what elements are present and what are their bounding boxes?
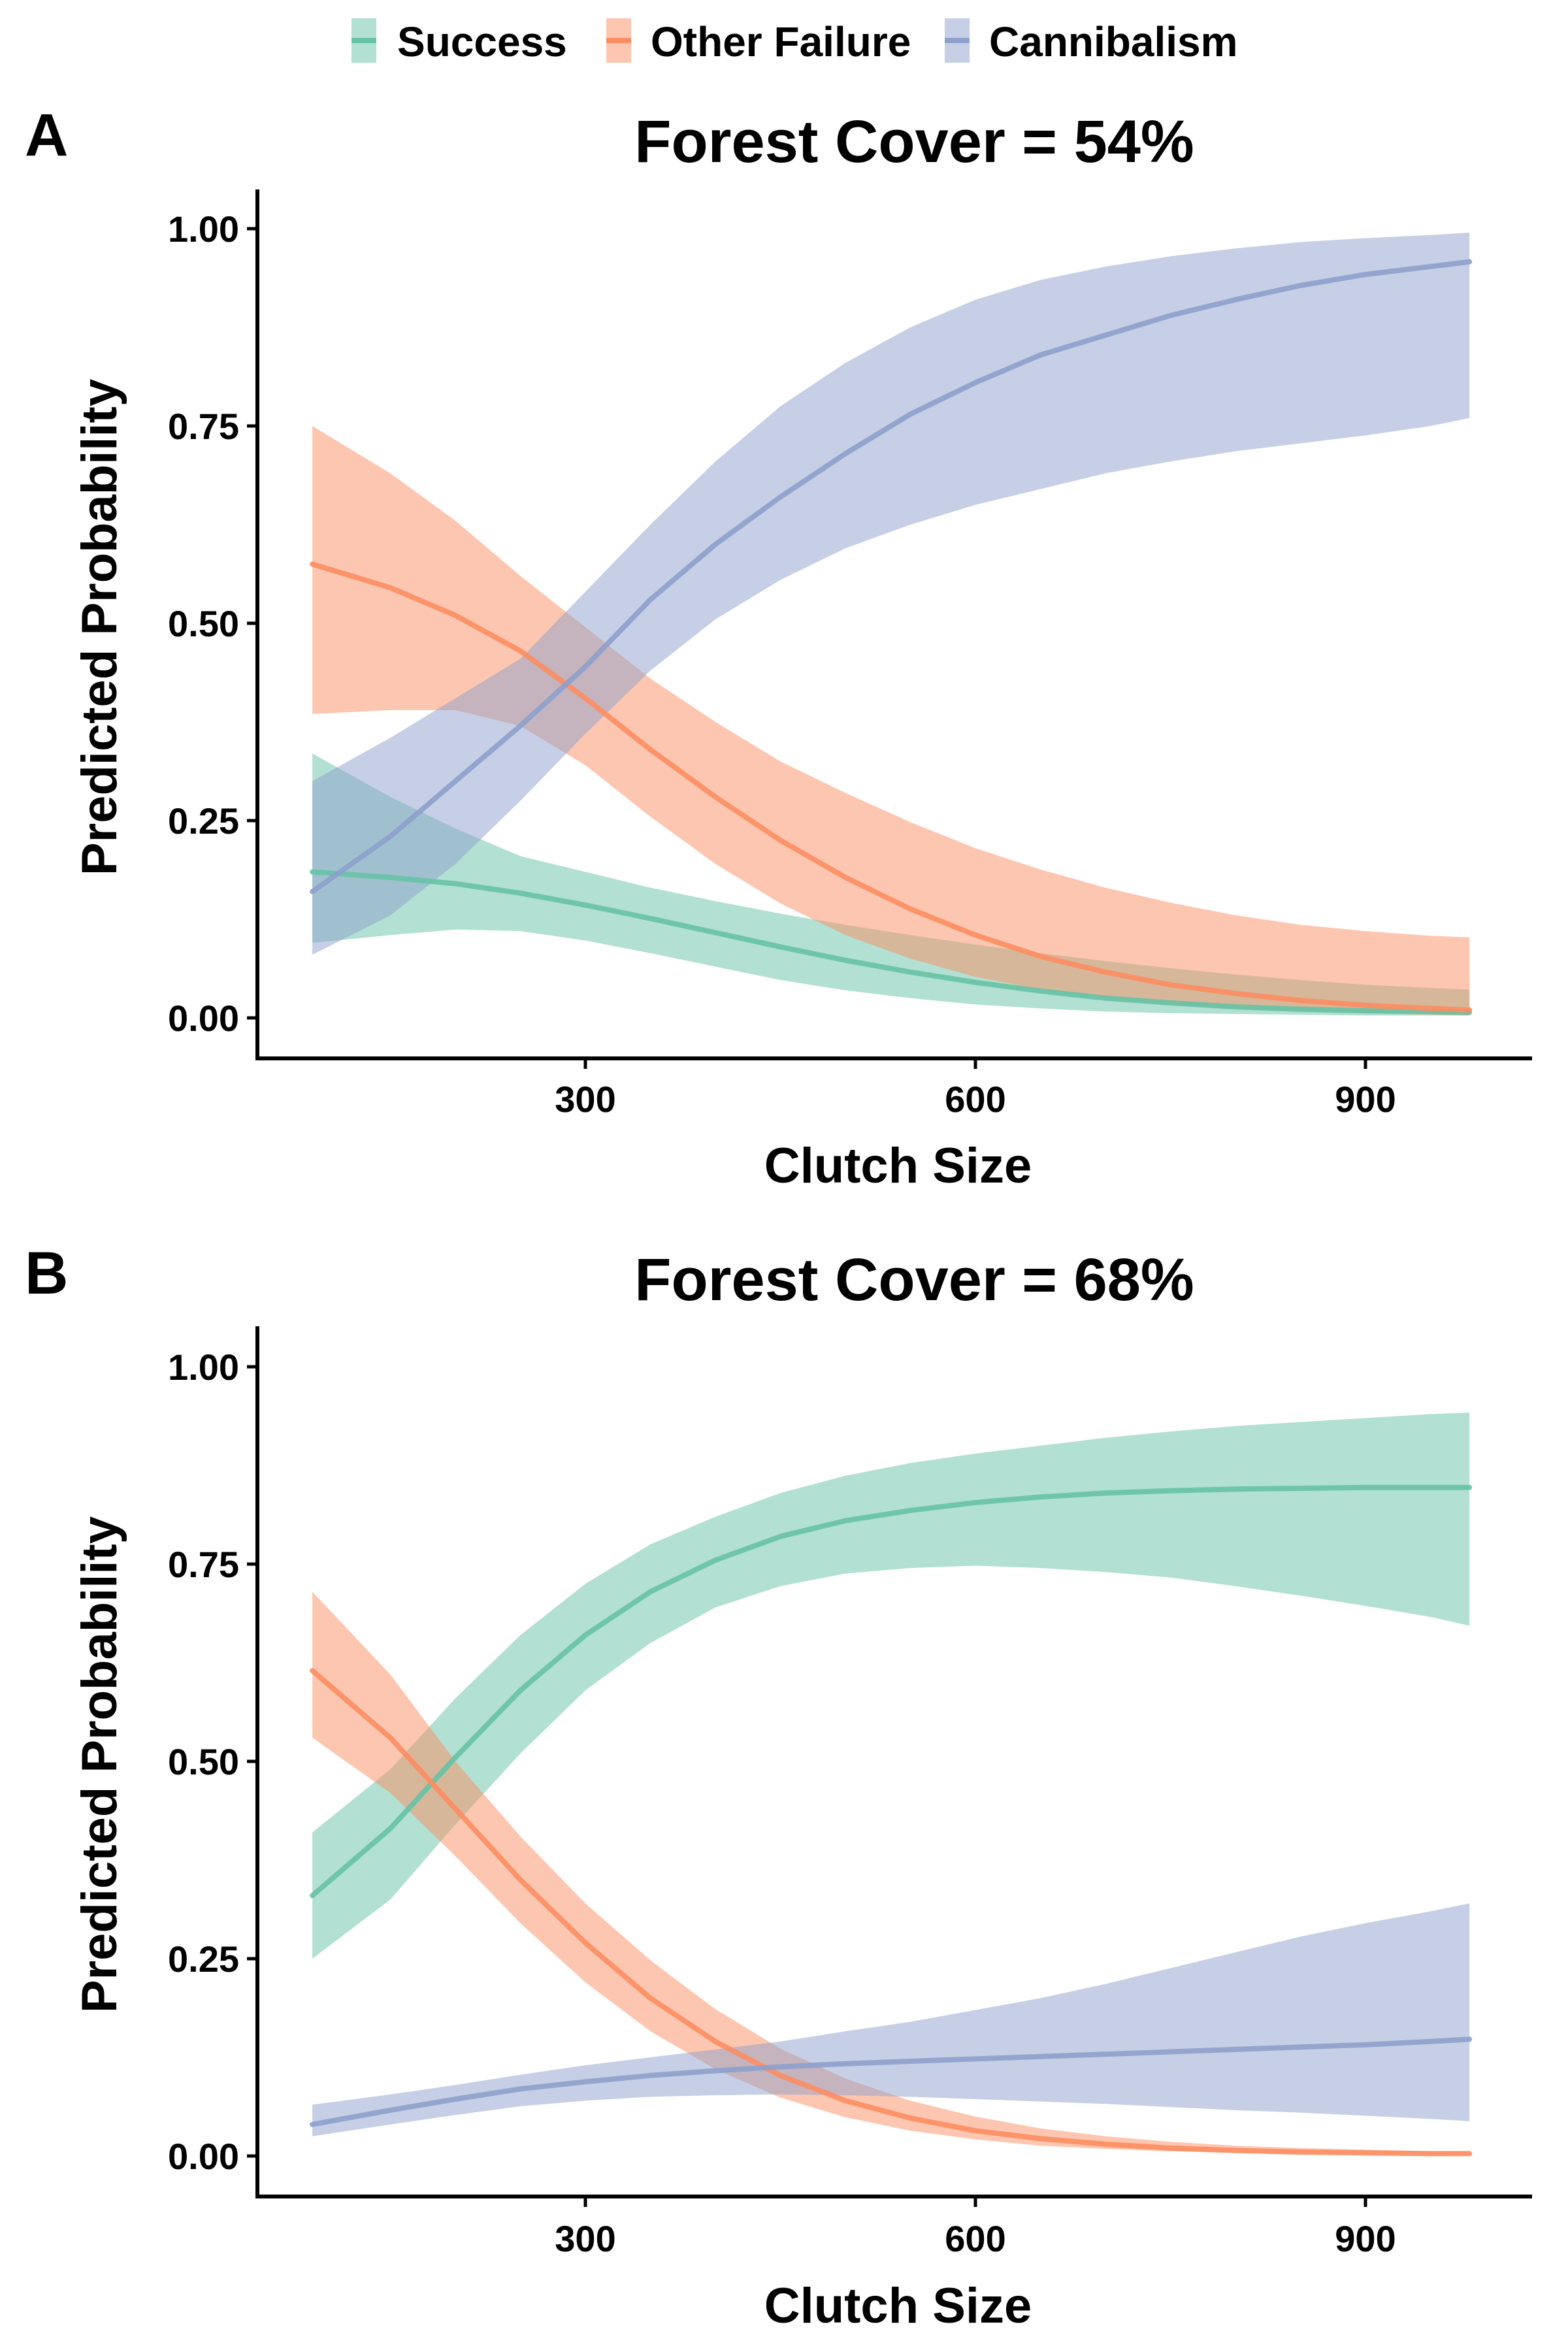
legend-item-other-failure: Other Failure [606,18,911,65]
legend-item-cannibalism: Cannibalism [945,18,1238,65]
x-tick-label: 600 [945,2218,1005,2259]
y-tick-label: 1.00 [168,1347,239,1388]
y-tick-label: 0.25 [168,800,239,841]
y-axis-title: Predicted Probability [72,379,127,875]
x-axis-title: Clutch Size [764,1138,1032,1194]
plot-area [310,1413,1473,2157]
line-other-failure [310,561,1473,1013]
panel-letter: B [25,1240,68,1307]
chart-title: Forest Cover = 54% [634,108,1194,175]
series-lines [310,1484,1473,2157]
legend-item-success: Success [351,18,567,65]
legend-label-cannibalism: Cannibalism [989,18,1238,65]
line-cannibalism [310,2036,1473,2127]
legend: Success Other Failure Cannibalism [351,18,1238,65]
line-success [310,1484,1473,1899]
y-tick-label: 1.00 [168,208,239,250]
line-other-failure [310,1668,1473,2157]
chart-title: Forest Cover = 68% [634,1247,1194,1313]
x-tick-label: 300 [555,2218,615,2259]
line-cannibalism [310,259,1473,894]
x-tick-label: 900 [1335,2218,1396,2259]
panel-letter: A [25,102,68,169]
series-lines [310,259,1473,1015]
y-tick-label: 0.00 [168,2136,239,2177]
y-tick-label: 0.00 [168,998,239,1039]
plot-area [310,233,1473,1016]
band-other-failure [312,1592,1470,2155]
y-tick-label: 0.50 [168,1741,239,1782]
band-cannibalism [312,233,1470,955]
panel-b: B Forest Cover = 68% 0.00 0.25 0.50 0.75 1.00 3… [25,1240,1532,2334]
line-success [310,869,1473,1015]
y-tick-label: 0.75 [168,1544,239,1585]
y-axis-title: Predicted Probability [72,1516,127,2013]
legend-label-success: Success [397,18,567,65]
y-tick-label: 0.50 [168,603,239,644]
confidence-bands [312,1413,1470,2155]
y-tick-label: 0.25 [168,1938,239,1980]
panel-a: A Forest Cover = 54% 0.00 0.25 0.50 0.75 1.00 3… [25,102,1532,1194]
x-tick-label: 300 [555,1079,615,1120]
x-tick-label: 600 [945,1079,1005,1120]
legend-label-other-failure: Other Failure [651,18,911,65]
x-axis-title: Clutch Size [764,2278,1032,2334]
x-tick-label: 900 [1335,1079,1396,1120]
y-tick-label: 0.75 [168,406,239,447]
band-success [312,1413,1470,1959]
